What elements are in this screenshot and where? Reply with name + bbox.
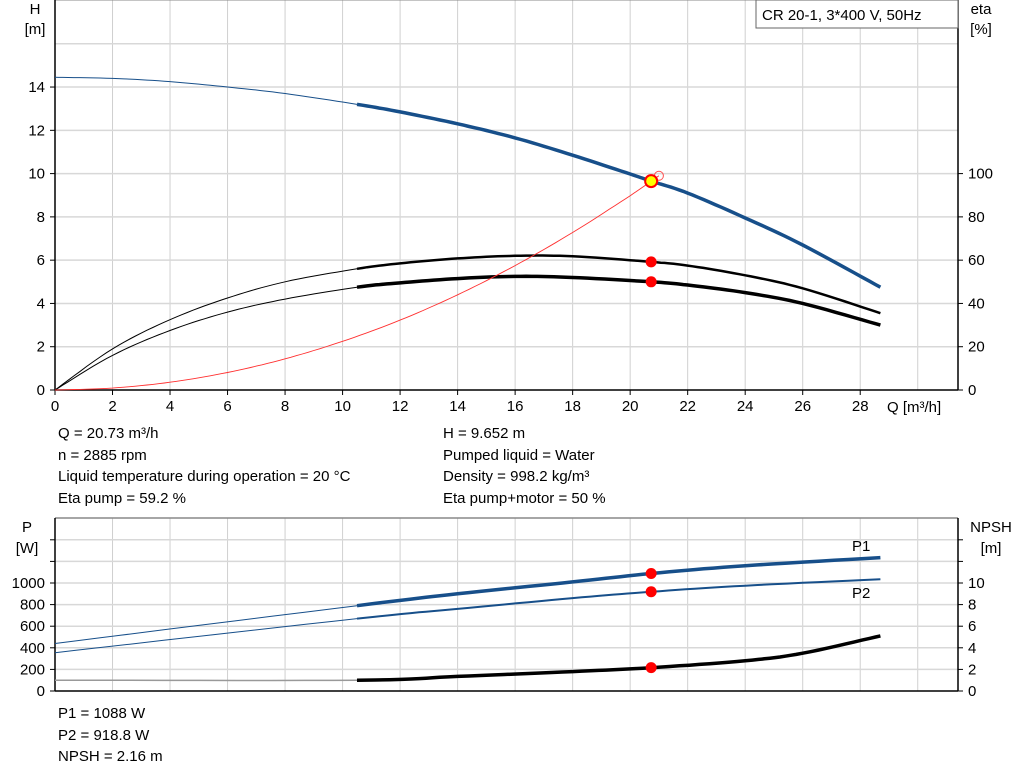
series-line-eta_pump bbox=[356, 254, 881, 315]
y-tick-label-right-bottom: 10 bbox=[968, 575, 985, 592]
series-label-P1: P1 bbox=[852, 538, 870, 555]
y-tick-label-right: 80 bbox=[968, 209, 985, 226]
operating-point-NPSH bbox=[645, 662, 657, 674]
operating-point-P1 bbox=[645, 567, 657, 579]
y-axis-title-power-unit: [W] bbox=[16, 540, 39, 557]
y-tick-label-right-bottom: 2 bbox=[968, 661, 976, 678]
y-tick-label-right: 0 bbox=[968, 382, 976, 399]
info-temp: Liquid temperature during operation = 20… bbox=[58, 468, 351, 485]
info-p1: P1 = 1088 W bbox=[58, 705, 146, 722]
x-tick-label: 6 bbox=[223, 398, 231, 415]
operating-point-H bbox=[644, 174, 659, 189]
series-line-eta_pump_motor-thin bbox=[54, 286, 358, 391]
y-tick-label-left: 12 bbox=[28, 122, 45, 139]
info-q: Q = 20.73 m³/h bbox=[58, 425, 159, 442]
operating-point-P2 bbox=[645, 586, 657, 598]
title-box bbox=[755, 0, 959, 29]
series-line-P1-thin bbox=[54, 605, 358, 644]
y-axis-title-right-unit: [%] bbox=[970, 21, 992, 38]
series-line-eta_pump_motor bbox=[356, 274, 881, 327]
y-tick-label-right-bottom: 0 bbox=[968, 683, 976, 700]
x-tick-label: 24 bbox=[737, 398, 754, 415]
x-tick-label: 20 bbox=[622, 398, 639, 415]
y-tick-label-left: 0 bbox=[37, 382, 45, 399]
x-tick-label: 16 bbox=[507, 398, 524, 415]
y-tick-label-right-bottom: 8 bbox=[968, 597, 976, 614]
x-tick-label: 0 bbox=[51, 398, 59, 415]
info-n: n = 2885 rpm bbox=[58, 446, 147, 464]
info-eta-pump-motor: Eta pump+motor = 50 % bbox=[443, 489, 606, 507]
series-line-H-thin bbox=[54, 76, 358, 105]
y-tick-label-left-bottom: 0 bbox=[37, 683, 45, 700]
x-tick-label: 22 bbox=[679, 398, 696, 415]
y-axis-title-power: P bbox=[22, 519, 32, 536]
info-liquid: Pumped liquid = Water bbox=[443, 446, 595, 464]
y-tick-label-left: 2 bbox=[37, 339, 45, 356]
y-tick-label-left-bottom: 1000 bbox=[12, 575, 45, 592]
series-line-system-curve bbox=[54, 175, 660, 391]
x-tick-label: 10 bbox=[334, 398, 351, 415]
operating-point-eta_pump bbox=[645, 256, 657, 268]
y-tick-label-right-bottom: 4 bbox=[968, 640, 976, 657]
series-line-NPSH bbox=[356, 634, 881, 682]
x-tick-label: 26 bbox=[794, 398, 811, 415]
series-line-P1 bbox=[356, 555, 881, 608]
y-axis-title-npsh-unit: [m] bbox=[981, 540, 1002, 557]
y-tick-label-left: 6 bbox=[37, 252, 45, 269]
chart-title: CR 20-1, 3*400 V, 50Hz bbox=[762, 7, 922, 24]
info-npsh: NPSH = 2.16 m bbox=[58, 748, 163, 765]
y-tick-label-right: 20 bbox=[968, 339, 985, 356]
x-axis-title: Q [m³/h] bbox=[887, 399, 941, 416]
y-tick-label-right: 40 bbox=[968, 295, 985, 312]
series-label-P2: P2 bbox=[852, 585, 870, 602]
info-left: Q = 20.73 m³/h n = 2885 rpm Liquid tempe… bbox=[58, 423, 350, 509]
x-tick-label: 12 bbox=[392, 398, 409, 415]
y-axis-title-right: eta bbox=[971, 1, 993, 18]
y-axis-title-left-unit: [m] bbox=[25, 21, 46, 38]
info-p2: P2 = 918.8 W bbox=[58, 726, 150, 744]
y-axis-title-left: H bbox=[30, 1, 41, 18]
y-tick-label-left: 10 bbox=[28, 166, 45, 183]
x-tick-label: 18 bbox=[564, 398, 581, 415]
plot-frame bbox=[54, 0, 959, 391]
x-tick-label: 8 bbox=[281, 398, 289, 415]
x-tick-label: 14 bbox=[449, 398, 466, 415]
x-tick-label: 4 bbox=[166, 398, 174, 415]
y-tick-label-left-bottom: 600 bbox=[20, 618, 45, 635]
operating-point-eta_pump_motor bbox=[645, 276, 657, 288]
info-power: P1 = 1088 W P2 = 918.8 W NPSH = 2.16 m bbox=[58, 703, 163, 768]
series-line-eta_pump-thin bbox=[54, 268, 358, 391]
y-tick-label-left: 4 bbox=[37, 295, 45, 312]
series-line-P2-thin bbox=[54, 618, 358, 654]
series-line-H bbox=[356, 102, 882, 289]
x-tick-label: 2 bbox=[108, 398, 116, 415]
info-density: Density = 998.2 kg/m³ bbox=[443, 468, 590, 485]
info-right: H = 9.652 m Pumped liquid = Water Densit… bbox=[443, 423, 606, 509]
y-tick-label-right-bottom: 6 bbox=[968, 618, 976, 635]
y-tick-label-left-bottom: 800 bbox=[20, 597, 45, 614]
y-tick-label-left: 14 bbox=[28, 79, 45, 96]
info-h: H = 9.652 m bbox=[443, 425, 526, 442]
x-tick-label: 28 bbox=[852, 398, 869, 415]
y-tick-label-left-bottom: 400 bbox=[20, 640, 45, 657]
info-eta-pump: Eta pump = 59.2 % bbox=[58, 489, 186, 507]
series-line-P2 bbox=[356, 578, 881, 620]
y-tick-label-left: 8 bbox=[37, 209, 45, 226]
y-tick-label-right: 60 bbox=[968, 252, 985, 269]
y-axis-title-npsh: NPSH bbox=[970, 519, 1012, 536]
y-tick-label-right: 100 bbox=[968, 166, 993, 183]
y-tick-label-left-bottom: 200 bbox=[20, 661, 45, 678]
